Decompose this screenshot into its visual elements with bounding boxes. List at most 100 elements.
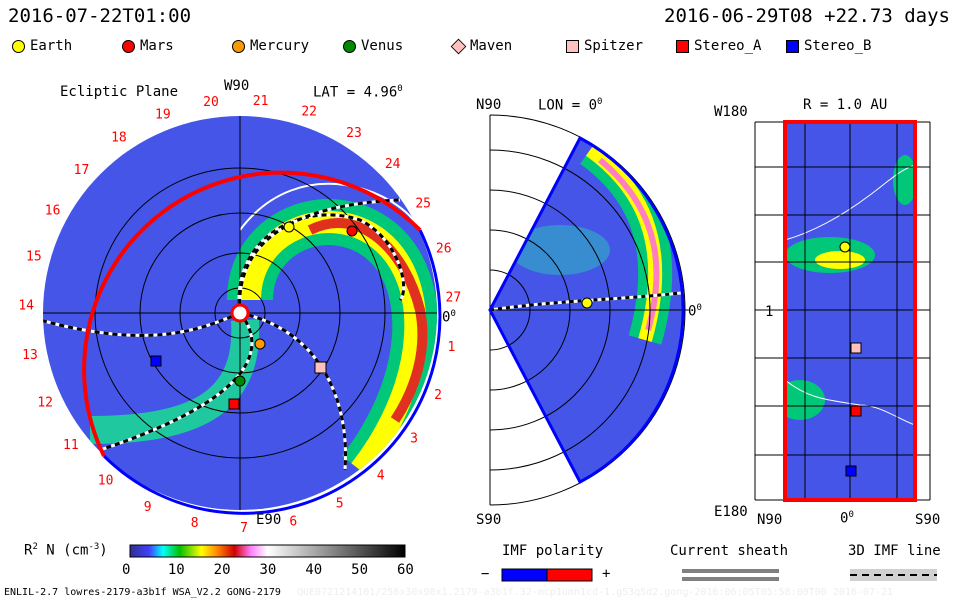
legend-item: Mercury: [232, 38, 309, 54]
shell-top-label: W180: [714, 104, 748, 120]
current-sheath-title: Current sheath: [670, 543, 789, 559]
circle-marker-icon: [122, 39, 135, 53]
carrington-label: 22: [301, 104, 317, 119]
carrington-label: 23: [346, 126, 362, 141]
carrington-label: 8: [191, 516, 199, 531]
stereo-b-marker: [150, 355, 162, 367]
legend-item: Stereo_B: [786, 38, 871, 54]
carrington-label: 20: [203, 95, 219, 110]
ref-time: 2016-06-29T08 +22.73 days: [664, 5, 950, 27]
square-marker-icon: [566, 39, 579, 53]
earth-marker-shell: [839, 241, 851, 253]
legend-item: Spitzer: [566, 38, 643, 54]
shell-mid-label: 1: [765, 304, 774, 320]
carrington-label: 1: [447, 340, 455, 355]
legend-label: Venus: [361, 38, 404, 54]
circle-marker-icon: [12, 39, 25, 53]
square-marker-icon: [786, 39, 799, 53]
colorbar-tick: 60: [397, 562, 414, 578]
colorbar-label: R2 N (cm-3): [24, 542, 108, 559]
footer-run: ENLIL-2.7 lowres-2179-a3b1f WSA_V2.2 GON…: [4, 587, 281, 598]
ecliptic-top-label: W90: [224, 78, 250, 94]
legend-label: Spitzer: [584, 38, 644, 54]
legend-label: Earth: [30, 38, 73, 54]
earth-marker: [283, 221, 295, 233]
footer-faint: QUE0721214101/256x30x90x1.2179-a3b1f.32-…: [297, 587, 894, 598]
colorbar-tick: 50: [351, 562, 369, 578]
earth-marker-meridional: [581, 297, 593, 309]
carrington-label: 4: [377, 468, 385, 483]
legend-label: Maven: [470, 38, 513, 54]
carrington-label: 16: [45, 204, 61, 219]
carrington-label: 6: [289, 514, 297, 529]
legend-label: Mars: [140, 38, 174, 54]
imf-polarity-bar-neg: [501, 568, 548, 582]
carrington-label: 17: [74, 163, 90, 178]
meridional-bottom-label: S90: [476, 512, 502, 528]
lon-label: LON = 00: [538, 97, 603, 114]
imf-line-title: 3D IMF line: [848, 543, 941, 559]
spitzer-marker: [314, 361, 327, 374]
carrington-label: 9: [144, 500, 152, 515]
ecliptic-bottom-label: E90: [256, 512, 282, 528]
carrington-label: 3: [410, 432, 418, 447]
colorbar: [129, 544, 406, 558]
carrington-label: 19: [155, 107, 171, 122]
carrington-label: 18: [111, 131, 127, 146]
carrington-label: 14: [18, 299, 34, 314]
shell-x-label-1: 00: [840, 510, 854, 527]
circle-marker-icon: [343, 39, 356, 53]
ecliptic-right-label: 00: [442, 309, 456, 326]
lat-label: LAT = 4.960: [313, 84, 403, 101]
colorbar-tick: 10: [167, 562, 185, 578]
stereo-b-marker-shell: [845, 465, 857, 477]
spitzer-marker-shell: [850, 342, 862, 354]
legend-label: Stereo_A: [694, 38, 762, 54]
mars-marker: [346, 225, 358, 237]
carrington-label: 15: [26, 250, 42, 265]
colorbar-tick: 0: [122, 562, 131, 578]
imf-polarity-title: IMF polarity: [502, 543, 604, 559]
carrington-label: 21: [253, 94, 269, 109]
imf-polarity-bar-pos: [546, 568, 593, 582]
venus-marker: [234, 375, 246, 387]
legend-item: Mars: [122, 38, 174, 54]
legend-item: Venus: [343, 38, 403, 54]
square-marker-icon: [676, 39, 689, 53]
shell-panel: [754, 120, 931, 502]
legend-label: Mercury: [250, 38, 310, 54]
carrington-label: 25: [415, 196, 431, 211]
legend-label: Stereo_B: [804, 38, 872, 54]
current-sheath-swatch: [682, 569, 779, 581]
carrington-label: 7: [240, 521, 248, 536]
carrington-label: 5: [336, 496, 344, 511]
colorbar-tick: 30: [259, 562, 277, 578]
shell-x-label-0: N90: [757, 512, 783, 528]
legend-item: Stereo_A: [676, 38, 761, 54]
carrington-label: 2: [434, 388, 442, 403]
circle-marker-icon: [232, 39, 245, 53]
carrington-label: 12: [37, 396, 53, 411]
carrington-label: 24: [385, 157, 401, 172]
carrington-label: 26: [436, 242, 452, 257]
ecliptic-title: Ecliptic Plane: [60, 84, 179, 100]
shell-title: R = 1.0 AU: [803, 97, 888, 113]
colorbar-tick: 40: [305, 562, 323, 578]
imf-plus: +: [602, 566, 611, 582]
stereo-a-marker-shell: [850, 405, 862, 417]
shell-x-label-2: S90: [915, 512, 941, 528]
carrington-label: 27: [446, 291, 462, 306]
shell-bottom-label: E180: [714, 504, 748, 520]
meridional-right-label: 00: [688, 303, 702, 320]
mercury-marker: [254, 338, 266, 350]
imf-minus: −: [481, 566, 490, 582]
stereo-a-marker: [228, 398, 240, 410]
sim-time: 2016-07-22T01:00: [8, 5, 192, 27]
carrington-label: 10: [98, 474, 114, 489]
carrington-label: 11: [63, 438, 79, 453]
carrington-label: 13: [22, 348, 38, 363]
